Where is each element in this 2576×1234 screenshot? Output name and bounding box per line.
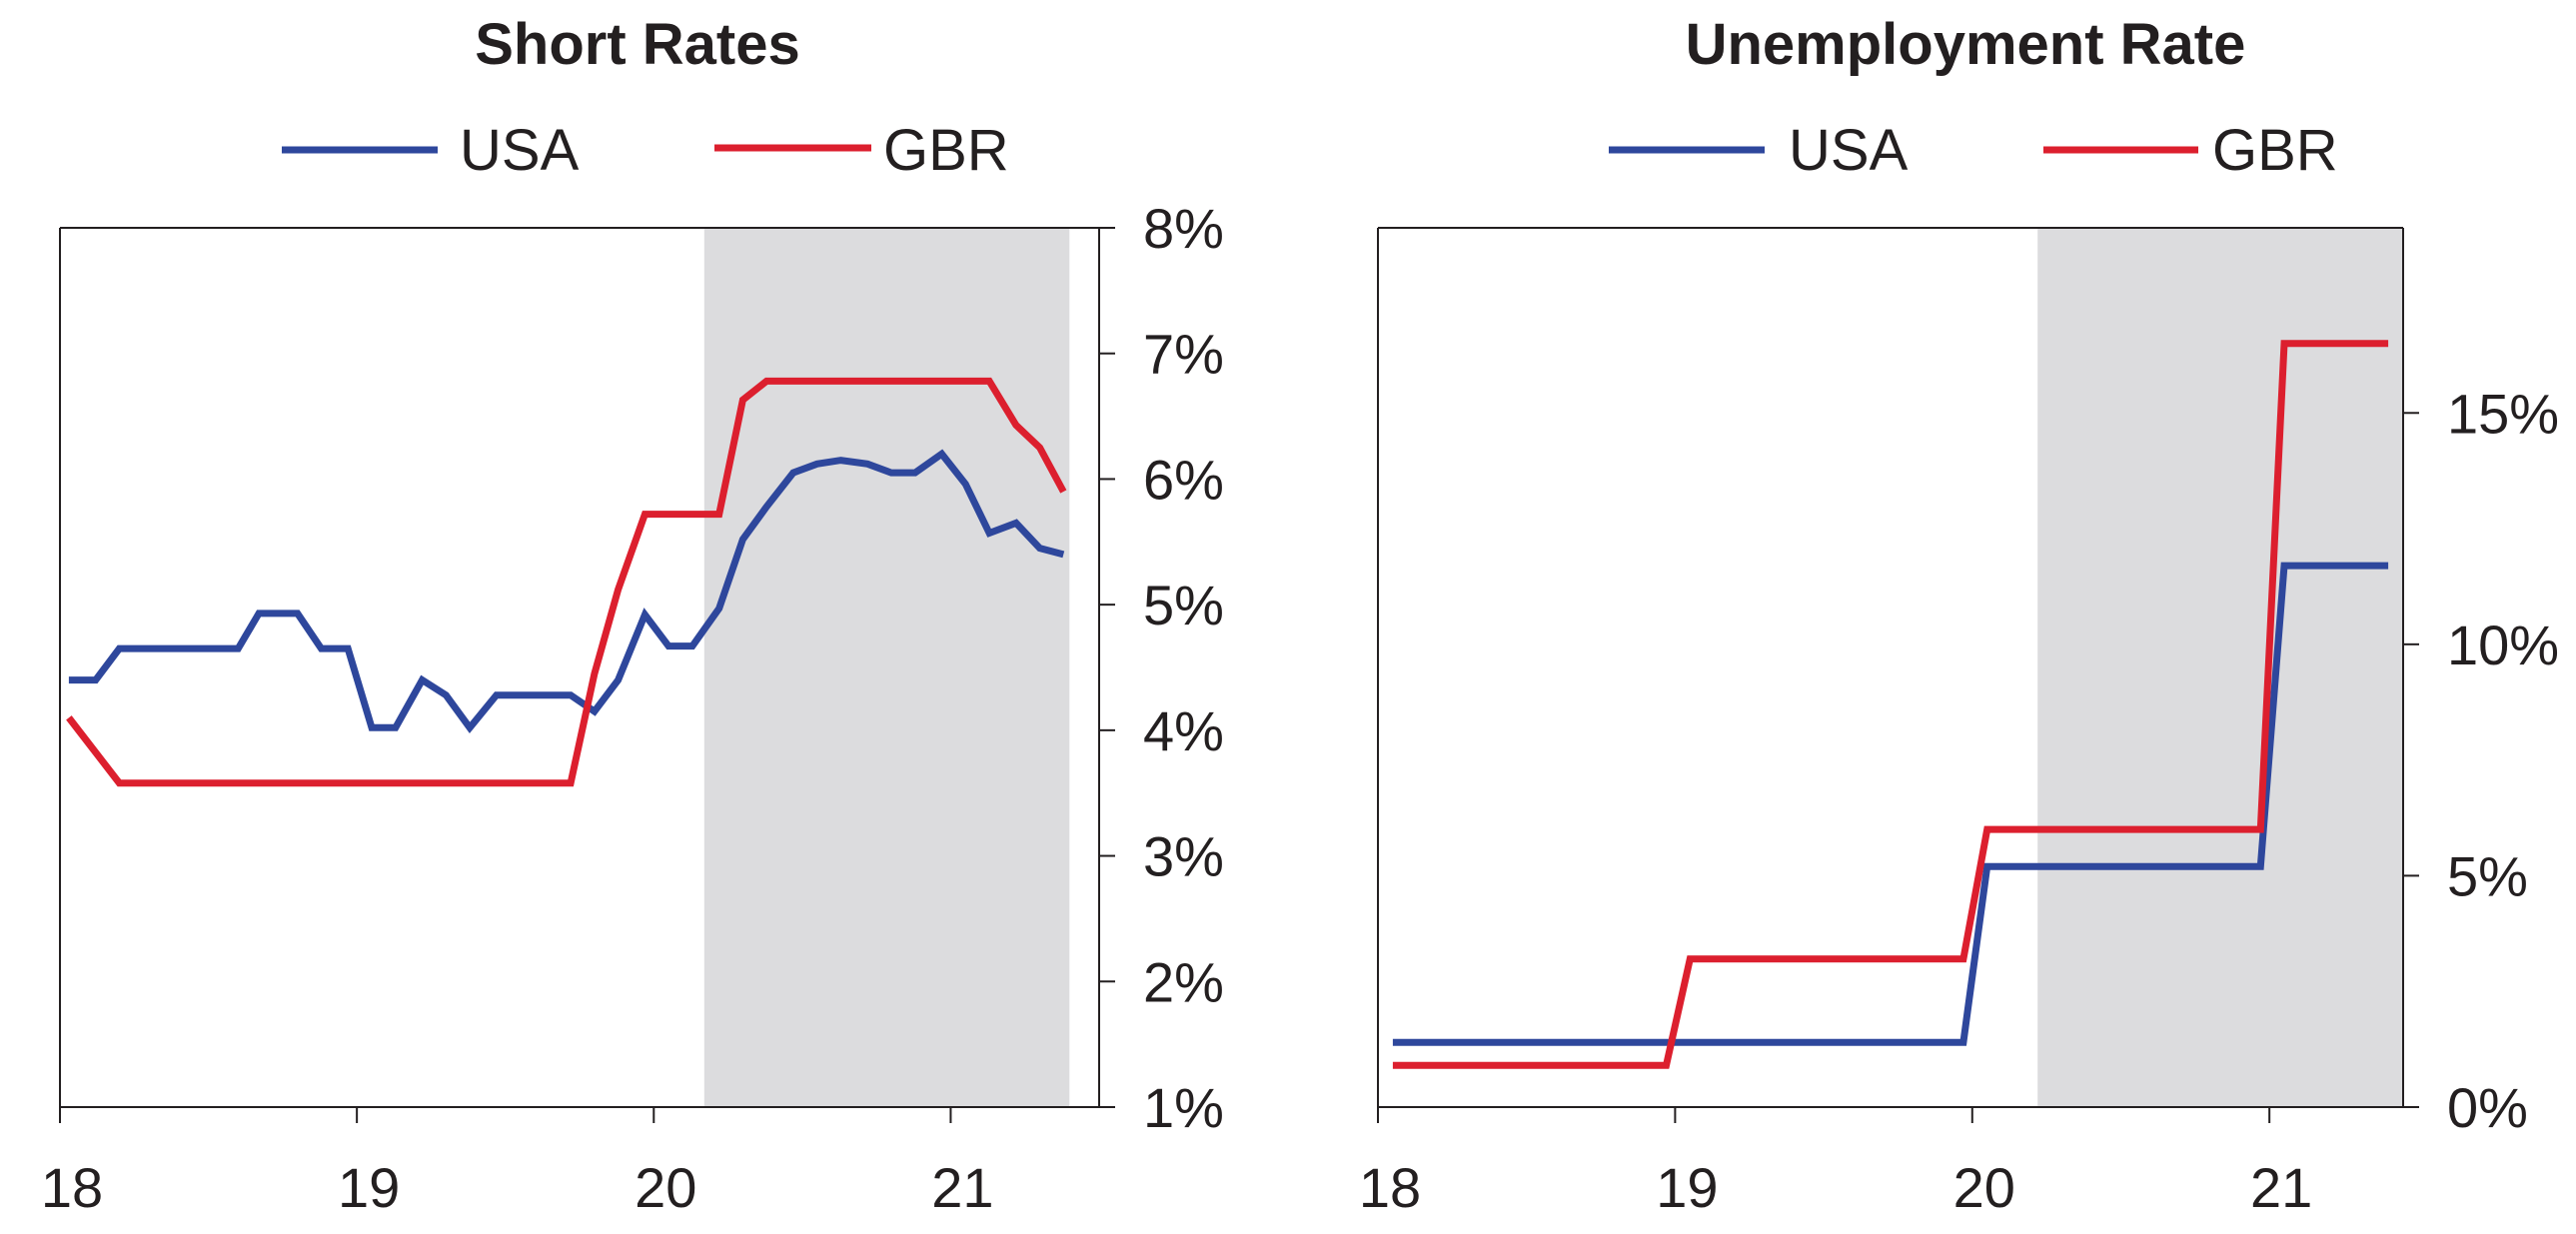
y-tick-label: 8% xyxy=(1143,197,1224,260)
x-tick-label: 20 xyxy=(1953,1156,2015,1219)
x-tick-label: 19 xyxy=(1656,1156,1718,1219)
legend-gbr-label: GBR xyxy=(2212,118,2338,183)
y-tick-label: 5% xyxy=(1143,574,1224,636)
series-layer xyxy=(1392,340,2389,1069)
series-line-usa xyxy=(1392,562,2389,1046)
x-tick-label: 18 xyxy=(1359,1156,1421,1219)
x-tick-label: 20 xyxy=(635,1156,696,1219)
y-tick-label: 6% xyxy=(1143,448,1224,511)
y-tick-label: 7% xyxy=(1143,323,1224,386)
series-layer xyxy=(66,377,1067,787)
y-tick-label: 4% xyxy=(1143,699,1224,762)
x-tick-label: 19 xyxy=(338,1156,400,1219)
panel-short-rates: Short Rates USA GBR 18 19 20 21 1% 2% 3% 4% 5% 6%… xyxy=(41,12,1224,1219)
y-tick-label: 3% xyxy=(1143,825,1224,888)
series-line-usa xyxy=(68,449,1065,734)
axis-layer: 18 19 20 21 0% 5% 10% 15% xyxy=(1359,227,2559,1219)
y-tick-label: 1% xyxy=(1143,1076,1224,1139)
axis-layer: 18 19 20 21 1% 2% 3% 4% 5% 6% 7% 8% xyxy=(41,197,1224,1219)
x-tick-label: 21 xyxy=(931,1156,993,1219)
x-tick-label: 21 xyxy=(2250,1156,2312,1219)
series-line-gbr xyxy=(66,377,1067,787)
legend-usa-label: USA xyxy=(460,118,580,183)
y-tick-label: 2% xyxy=(1143,950,1224,1013)
y-tick-label: 10% xyxy=(2447,614,2559,676)
y-tick-label: 15% xyxy=(2447,382,2559,445)
y-tick-label: 5% xyxy=(2447,844,2528,907)
chart-title: Short Rates xyxy=(475,12,800,77)
y-tick-label: 0% xyxy=(2447,1076,2528,1139)
series-line-gbr xyxy=(1392,340,2389,1069)
chart-title: Unemployment Rate xyxy=(1686,12,2246,77)
legend-usa-label: USA xyxy=(1789,118,1909,183)
legend-gbr-label: GBR xyxy=(883,118,1009,183)
x-tick-label: 18 xyxy=(41,1156,103,1219)
panel-unemployment-rate: Unemployment Rate USA GBR 18 19 20 21 0% 5% 10… xyxy=(1359,12,2559,1219)
shaded-region xyxy=(2037,228,2403,1107)
shaded-region xyxy=(703,228,1070,1107)
